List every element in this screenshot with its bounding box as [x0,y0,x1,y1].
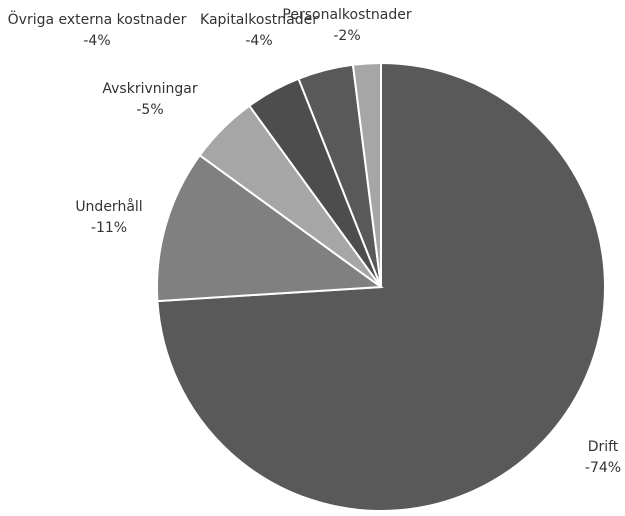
slice-value-label-3: -5% [136,102,163,118]
pie-slice-2 [156,153,384,303]
slice-value-label-5: -4% [245,33,272,49]
pie-slices [156,61,606,512]
pie-slice-6 [351,61,382,288]
slice-value-label-2: -11% [91,220,127,236]
slice-label-2: Underhåll [75,198,142,215]
slice-label-3: Avskrivningar [102,81,197,97]
slice-value-label-4: -4% [83,33,110,49]
slice-value-label-6: -2% [333,28,360,44]
slice-value-label-1: -74% [585,460,621,476]
pie-labels: Drift -74% Underhåll -11% Avskrivningar -5% Öv… [8,7,621,476]
slice-label-1: Drift [588,439,619,455]
slice-label-6: Personalkostnader [282,7,411,23]
slice-label-4: Övriga externa kostnader [8,10,187,28]
slice-label-5: Kapitalkostnader [200,12,318,28]
